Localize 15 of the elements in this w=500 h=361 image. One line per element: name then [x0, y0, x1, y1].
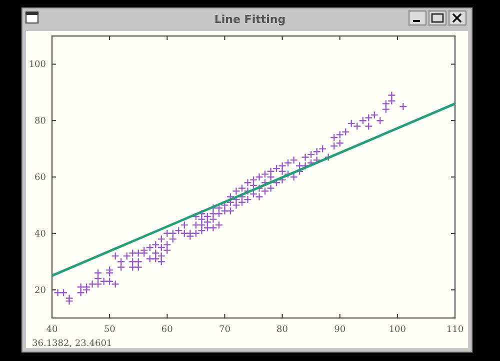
- x-tick-label: 60: [161, 325, 174, 335]
- x-tick-label: 50: [104, 325, 116, 335]
- y-tick-label: 20: [34, 286, 46, 296]
- x-tick-label: 100: [388, 325, 406, 335]
- x-tick-label: 110: [446, 325, 464, 335]
- chart-title: Line Fitting: [214, 13, 286, 26]
- x-tick-label: 80: [276, 325, 288, 335]
- y-tick-label: 100: [28, 60, 46, 70]
- x-tick-label: 90: [334, 325, 346, 335]
- text: 36.1382, 23.4601: [32, 339, 112, 349]
- x-tick-label: 70: [218, 325, 231, 335]
- y-tick-label: 60: [34, 173, 46, 183]
- x-tick-label: 40: [46, 325, 58, 335]
- y-tick-label: 80: [34, 116, 46, 127]
- y-tick-label: 40: [34, 229, 46, 240]
